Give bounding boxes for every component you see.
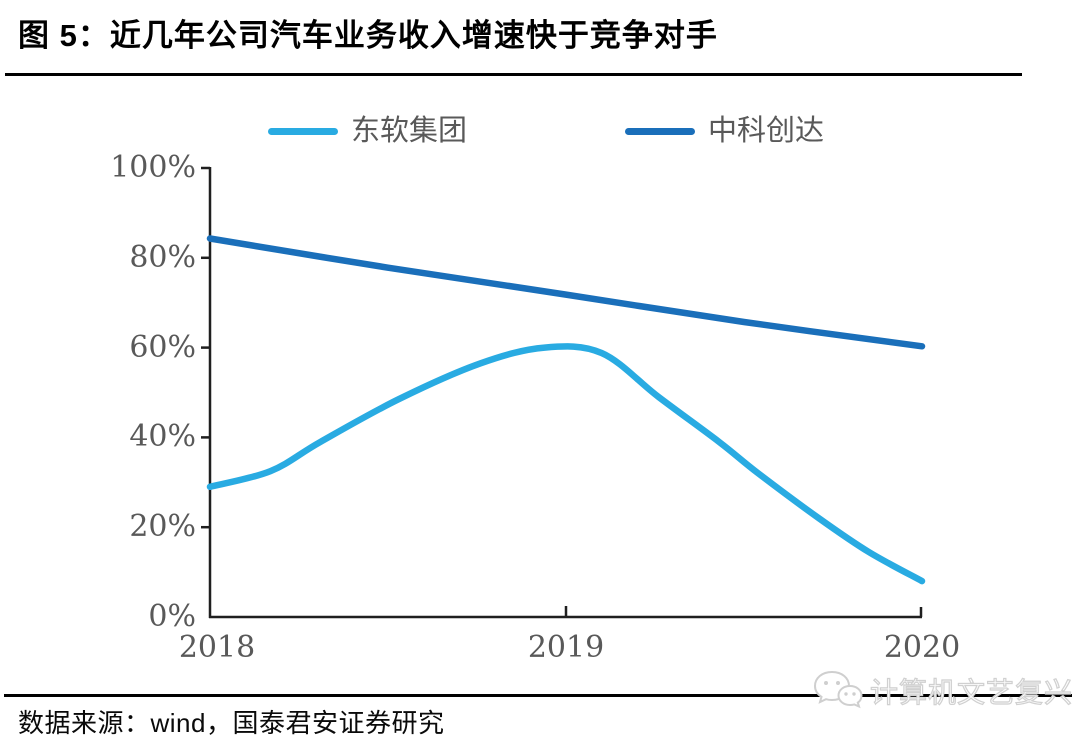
y-tick-label-40: 40% <box>129 419 196 454</box>
series-neusoft-line <box>206 343 926 585</box>
title-divider-line <box>5 73 1022 76</box>
y-tick-label-60: 60% <box>129 330 196 365</box>
legend-item-neusoft: 东软集团 <box>268 115 467 147</box>
series-thundersoft-line <box>206 235 926 350</box>
x-tick-label-2020: 2020 <box>883 630 961 665</box>
y-tick-label-0: 0% <box>148 599 196 634</box>
watermark: 计算机文艺复兴 <box>812 668 1073 714</box>
y-tick-label-100: 100% <box>110 150 196 185</box>
y-tick-label-80: 80% <box>129 240 196 275</box>
legend-item-thundersoft: 中科创达 <box>625 115 824 147</box>
legend-swatch-thundersoft <box>625 127 695 135</box>
watermark-text: 计算机文艺复兴 <box>869 676 1074 708</box>
x-tick-marks <box>564 606 923 617</box>
x-tick-label-2018: 2018 <box>178 630 256 665</box>
legend-label-neusoft: 东软集团 <box>351 115 468 147</box>
x-tick-label-2019: 2019 <box>527 630 605 665</box>
data-source-text: 数据来源：wind，国泰君安证券研究 <box>18 708 445 738</box>
wechat-icon <box>813 670 863 709</box>
figure-title: 图 5：近几年公司汽车业务收入增速快于竞争对手 <box>18 18 718 53</box>
y-tick-label-20: 20% <box>129 509 196 544</box>
y-tick-marks <box>201 166 210 529</box>
legend-label-thundersoft: 中科创达 <box>708 115 825 147</box>
legend-swatch-neusoft <box>268 127 338 135</box>
footer-divider-line <box>4 694 1072 697</box>
